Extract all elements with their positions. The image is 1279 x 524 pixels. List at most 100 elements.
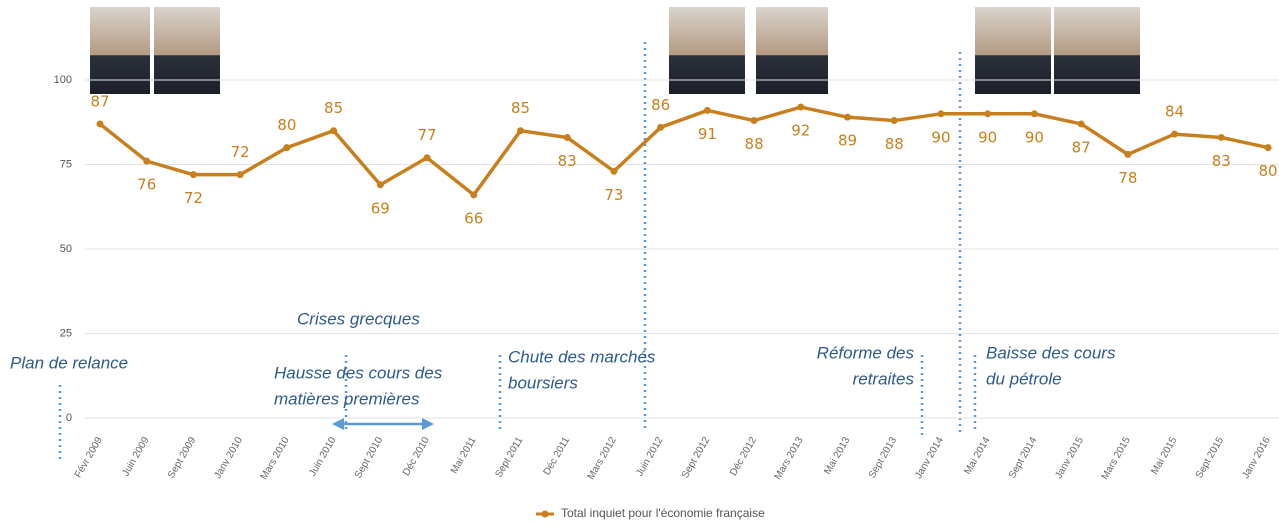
x-tick-label: Déc 2012 [728,435,759,478]
data-point [283,144,290,151]
value-label: 69 [371,199,390,217]
x-tick-label: Mars 2012 [586,435,619,482]
data-point [143,158,150,165]
x-tick-label: Sept 2012 [680,435,713,480]
value-label: 86 [651,96,670,114]
photo [669,7,745,94]
arrow-head [332,418,344,430]
data-point [190,171,197,178]
value-label: 66 [464,209,483,227]
data-point [1078,120,1085,127]
value-label: 80 [277,116,296,134]
x-tick-label: Janv 2014 [913,435,946,481]
legend-swatch-dot [542,511,549,518]
value-label: 80 [1258,162,1277,180]
x-tick-label: Févr 2009 [73,435,105,480]
annotation: Chute des marchés [508,347,656,366]
value-label: 72 [184,189,203,207]
data-point [517,127,524,134]
x-tick-label: Sept 2015 [1194,435,1227,480]
x-tick-label: Déc 2010 [401,435,432,478]
annotation: boursiers [508,373,578,392]
data-point [610,168,617,175]
value-label: 90 [978,128,997,146]
arrow-head [422,418,434,430]
data-point [797,104,804,111]
legend-label: Total inquiet pour l'économie française [561,506,765,520]
x-tick-label: Janv 2015 [1053,435,1086,481]
annotation: Crises grecques [297,309,420,328]
data-point [1265,144,1272,151]
data-point [97,120,104,127]
x-tick-label: Janv 2016 [1240,435,1273,481]
value-label: 91 [698,125,717,143]
x-tick-label: Mars 2010 [259,435,292,482]
value-label: 90 [931,128,950,146]
data-point [937,110,944,117]
series-line [100,107,1268,195]
photo [1054,7,1140,94]
data-point [237,171,244,178]
value-label: 85 [324,99,343,117]
x-tick-label: Sept 2010 [353,435,386,480]
data-point [704,107,711,114]
value-label: 89 [838,132,857,150]
value-label: 90 [1025,128,1044,146]
annotation: Plan de relance [10,353,128,372]
x-tick-label: Déc 2011 [542,435,573,477]
data-point [564,134,571,141]
value-label: 72 [231,143,250,161]
annotation: du pétrole [986,369,1062,388]
value-label: 76 [137,176,156,194]
x-tick-label: Juin 2010 [307,435,338,478]
data-point [984,110,991,117]
value-label: 87 [1072,138,1091,156]
data-point [657,124,664,131]
x-tick-label: Mai 2014 [962,435,992,477]
annotation: Hausse des cours des [274,363,443,382]
annotation: Réforme des [817,343,915,362]
value-label: 88 [745,135,764,153]
value-label: 77 [417,126,436,144]
x-tick-label: Mai 2013 [822,435,852,477]
data-point [751,117,758,124]
y-tick-label: 50 [60,243,72,255]
photo [154,7,220,94]
value-label: 84 [1165,103,1184,121]
y-tick-label: 100 [54,74,72,86]
annotation: Baisse des cours [986,343,1116,362]
x-tick-label: Sept 2011 [493,435,525,480]
x-tick-label: Mai 2011 [449,435,479,476]
y-tick-label: 75 [60,158,72,170]
annotation: retraites [853,369,915,388]
value-label: 87 [90,92,109,110]
data-point [1124,151,1131,158]
data-point [891,117,898,124]
data-point [1031,110,1038,117]
y-tick-label: 25 [60,327,72,339]
annotation: matières premières [274,389,420,408]
value-label: 73 [604,186,623,204]
x-tick-label: Janv 2010 [212,435,245,481]
photos [90,7,1140,94]
data-point [1171,131,1178,138]
x-tick-label: Sept 2013 [867,435,900,480]
data-point [377,181,384,188]
x-tick-label: Mars 2013 [773,435,806,482]
value-label: 83 [1212,152,1231,170]
chart: 0255075100Févr 2009Juin 2009Sept 2009Jan… [0,0,1279,524]
photo [756,7,828,94]
x-tick-label: Sept 2009 [166,435,199,480]
x-tick-label: Juin 2012 [634,435,665,478]
data-point [424,154,431,161]
value-label: 92 [791,122,810,140]
photo [975,7,1051,94]
photo [90,7,150,94]
x-tick-label: Sept 2014 [1007,435,1040,480]
value-label: 83 [558,152,577,170]
data-point [1218,134,1225,141]
x-tick-label: Mars 2015 [1100,435,1133,482]
y-tick-label: 0 [66,412,72,424]
arrow [332,418,434,430]
data-point [844,114,851,121]
